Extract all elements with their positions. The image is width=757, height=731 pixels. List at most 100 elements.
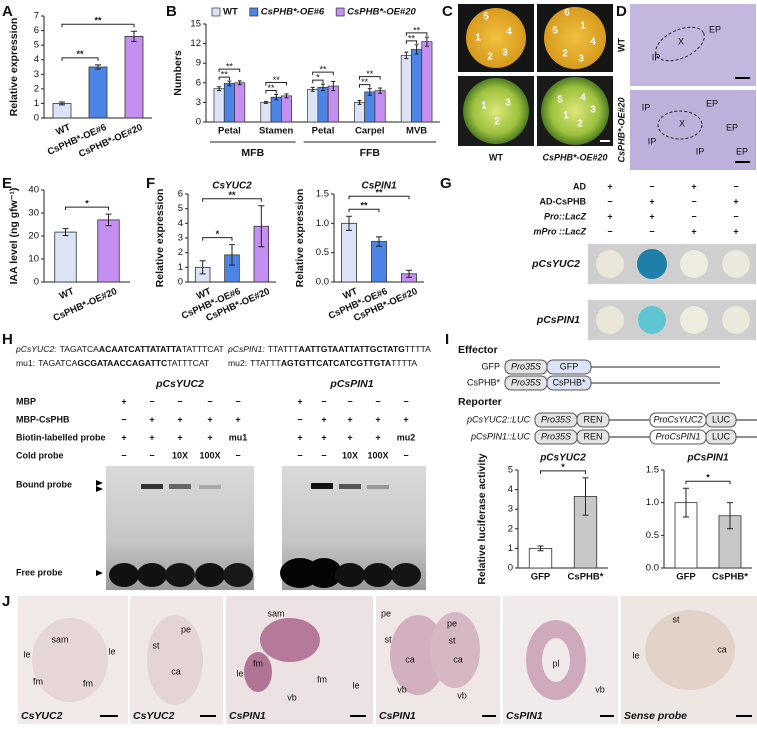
significance-bracket bbox=[61, 57, 99, 61]
sign: 10X bbox=[172, 450, 188, 460]
row-label: AD bbox=[573, 181, 586, 191]
x-tick-label: WT bbox=[54, 122, 72, 138]
construct-label: Pro35S bbox=[511, 377, 541, 387]
construct-part bbox=[576, 429, 610, 445]
sign: + bbox=[691, 226, 696, 236]
y-tick-label: 6 bbox=[178, 189, 183, 200]
sign: + bbox=[177, 414, 182, 424]
significance-bracket bbox=[218, 68, 241, 73]
organ-number: 3 bbox=[502, 48, 508, 59]
sequence-flank: TTTTA bbox=[405, 344, 431, 354]
row-label: Cold probe bbox=[16, 450, 64, 460]
tissue-label: IP bbox=[648, 136, 657, 146]
construct-part bbox=[576, 412, 610, 428]
sign: − bbox=[607, 196, 612, 206]
sign: − bbox=[321, 396, 326, 406]
sequence-flank: TATTTCAT bbox=[167, 358, 210, 368]
sign: + bbox=[121, 432, 126, 442]
significance-label: * bbox=[216, 229, 220, 239]
y-tick-label: 0 bbox=[196, 117, 201, 128]
sequence-name: pCsPIN1: bbox=[227, 344, 265, 354]
error-bar bbox=[727, 502, 733, 530]
construct-label: REN bbox=[583, 414, 602, 424]
image-caption: CsPIN1 bbox=[229, 710, 266, 722]
tissue-label: EP bbox=[726, 122, 738, 132]
sign: + bbox=[149, 432, 154, 442]
legend-swatch bbox=[335, 7, 345, 17]
x-tick-label: MVB bbox=[406, 126, 427, 137]
sign: − bbox=[607, 226, 612, 236]
significance-bracket bbox=[218, 76, 230, 81]
significance-label: ** bbox=[366, 69, 374, 79]
tissue-label: sam bbox=[51, 634, 68, 644]
panel-letter: H bbox=[2, 331, 13, 348]
error-bar bbox=[357, 99, 362, 105]
significance-bracket bbox=[359, 76, 381, 80]
sequence-core: GCGATAACCAGATTC bbox=[77, 358, 167, 368]
section-title: Reporter bbox=[458, 396, 502, 408]
tissue-label: vb bbox=[595, 684, 605, 694]
y-tick-label: 7 bbox=[34, 11, 39, 22]
x-tick-label: GFP bbox=[531, 572, 551, 583]
panel-letter: I bbox=[445, 331, 449, 348]
organ-number: 4 bbox=[580, 93, 586, 104]
tissue-label: vb bbox=[397, 684, 407, 694]
tissue-label: st bbox=[152, 640, 160, 650]
y-tick-label: 3 bbox=[178, 233, 183, 244]
section-title: Effector bbox=[458, 344, 498, 356]
bar bbox=[223, 83, 235, 123]
yeast-plates bbox=[588, 244, 756, 340]
panel-letter: D bbox=[616, 3, 627, 20]
significance-bracket bbox=[348, 208, 380, 213]
y-axis-label: Relative luciferase activity bbox=[476, 453, 488, 584]
sign: + bbox=[649, 196, 654, 206]
sign: + bbox=[297, 432, 302, 442]
y-axis-label: Relative expression bbox=[294, 189, 306, 288]
significance-bracket bbox=[265, 82, 287, 86]
tissue-label: EP bbox=[709, 24, 721, 34]
emsa-gels bbox=[96, 466, 426, 590]
x-tick-label: CsPHB* bbox=[712, 572, 748, 583]
construct-part bbox=[705, 429, 737, 445]
sign: + bbox=[207, 432, 212, 442]
sign: − bbox=[691, 196, 696, 206]
error-bar bbox=[217, 86, 222, 92]
tissue-label: X bbox=[679, 118, 685, 128]
organ-number: 5 bbox=[483, 12, 489, 23]
error-bar bbox=[95, 64, 101, 70]
significance-bracket bbox=[61, 23, 135, 28]
x-tick-label: WT bbox=[58, 286, 76, 302]
sign: − bbox=[649, 181, 654, 191]
y-tick-label: 5 bbox=[508, 465, 513, 476]
construct-name: CsPHB* bbox=[467, 377, 501, 387]
tissue-label: sam bbox=[267, 608, 284, 618]
significance-label: ** bbox=[408, 33, 416, 43]
bar bbox=[52, 103, 72, 119]
construct-part bbox=[705, 412, 737, 428]
organ-number: 3 bbox=[505, 98, 511, 109]
y-axis-label: Relative expression bbox=[8, 18, 20, 117]
chart-title: pCsPIN1 bbox=[686, 453, 729, 464]
sign: − bbox=[733, 211, 738, 221]
tissue-label: pe bbox=[447, 618, 457, 628]
construct-label: ProCsPIN1 bbox=[655, 431, 700, 441]
legend-swatch bbox=[249, 7, 259, 17]
tissue-label: le bbox=[236, 668, 243, 678]
sign: + bbox=[607, 211, 612, 221]
sign: + bbox=[403, 414, 408, 424]
tissue-label: ca bbox=[405, 654, 415, 664]
error-bar bbox=[310, 86, 315, 92]
row-label: MBP-CsPHB bbox=[16, 414, 70, 424]
panel-letter: A bbox=[2, 3, 13, 20]
group-label: MFB bbox=[241, 147, 264, 159]
sign: + bbox=[121, 396, 126, 406]
row-label: mPro ::LacZ bbox=[533, 226, 586, 236]
y-tick-label: 4 bbox=[34, 54, 39, 65]
error-bar bbox=[376, 236, 382, 247]
sequence-name: pCsYUC2: bbox=[15, 344, 57, 354]
tissue-label: IP bbox=[642, 102, 651, 112]
significance-label: ** bbox=[228, 190, 236, 200]
tissue-label: le bbox=[632, 650, 639, 660]
sequence-flank: TAGATCA bbox=[60, 344, 100, 354]
